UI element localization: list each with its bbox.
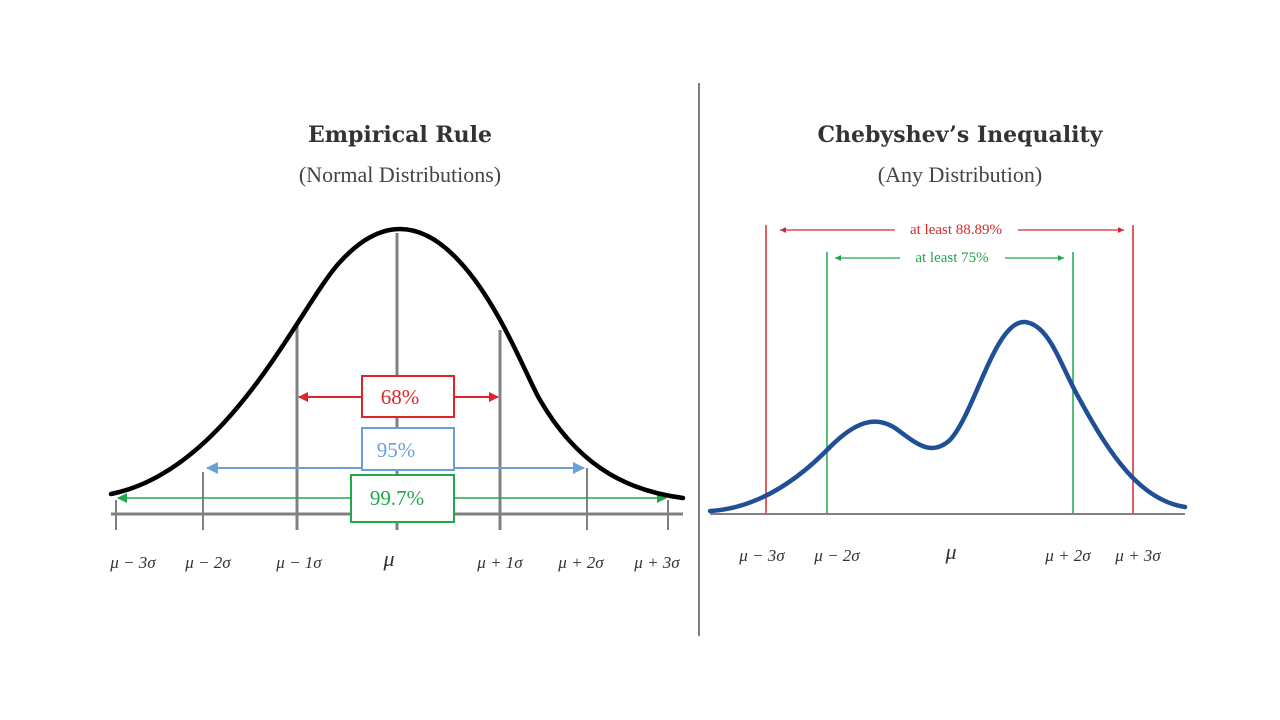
tick-plus-2-sigma-right: μ + 2σ bbox=[1044, 546, 1091, 565]
tick-plus-3-sigma-right: μ + 3σ bbox=[1114, 546, 1161, 565]
tick-mu-right: μ bbox=[944, 539, 956, 564]
empirical-rule-subtitle: (Normal Distributions) bbox=[298, 162, 502, 187]
empirical-rule-diagram: 68% 95% 99.7% μ − 3σ μ − 2σ μ − 1σ μ μ +… bbox=[108, 226, 686, 572]
bimodal-curve bbox=[707, 319, 1188, 514]
chebyshev-subtitle: (Any Distribution) bbox=[877, 162, 1043, 187]
label-95: 95% bbox=[377, 438, 416, 462]
tick-mu: μ bbox=[382, 546, 394, 571]
normal-curve bbox=[108, 226, 686, 501]
label-box-68 bbox=[361, 375, 455, 418]
tick-minus-2-sigma: μ − 2σ bbox=[184, 553, 231, 572]
tick-minus-3-sigma: μ − 3σ bbox=[109, 553, 156, 572]
label-68: 68% bbox=[381, 385, 420, 409]
tick-minus-1-sigma: μ − 1σ bbox=[275, 553, 322, 572]
empirical-rule-title: Empirical Rule bbox=[307, 122, 493, 148]
k3-label: at least 88.89% bbox=[910, 222, 1002, 238]
tick-minus-3-sigma-right: μ − 3σ bbox=[738, 546, 785, 565]
tick-minus-2-sigma-right: μ − 2σ bbox=[813, 546, 860, 565]
label-box-99-7 bbox=[350, 474, 455, 523]
label-box-95 bbox=[361, 427, 455, 471]
chebyshev-diagram: at least 88.89% at least 75% μ − 3σ μ − … bbox=[707, 222, 1188, 565]
k2-label: at least 75% bbox=[915, 250, 988, 266]
label-99-7: 99.7% bbox=[370, 486, 424, 510]
tick-plus-3-sigma: μ + 3σ bbox=[633, 553, 680, 572]
tick-plus-2-sigma: μ + 2σ bbox=[557, 553, 604, 572]
tick-plus-1-sigma: μ + 1σ bbox=[476, 553, 523, 572]
chebyshev-title: Chebyshev’s Inequality bbox=[817, 122, 1103, 148]
